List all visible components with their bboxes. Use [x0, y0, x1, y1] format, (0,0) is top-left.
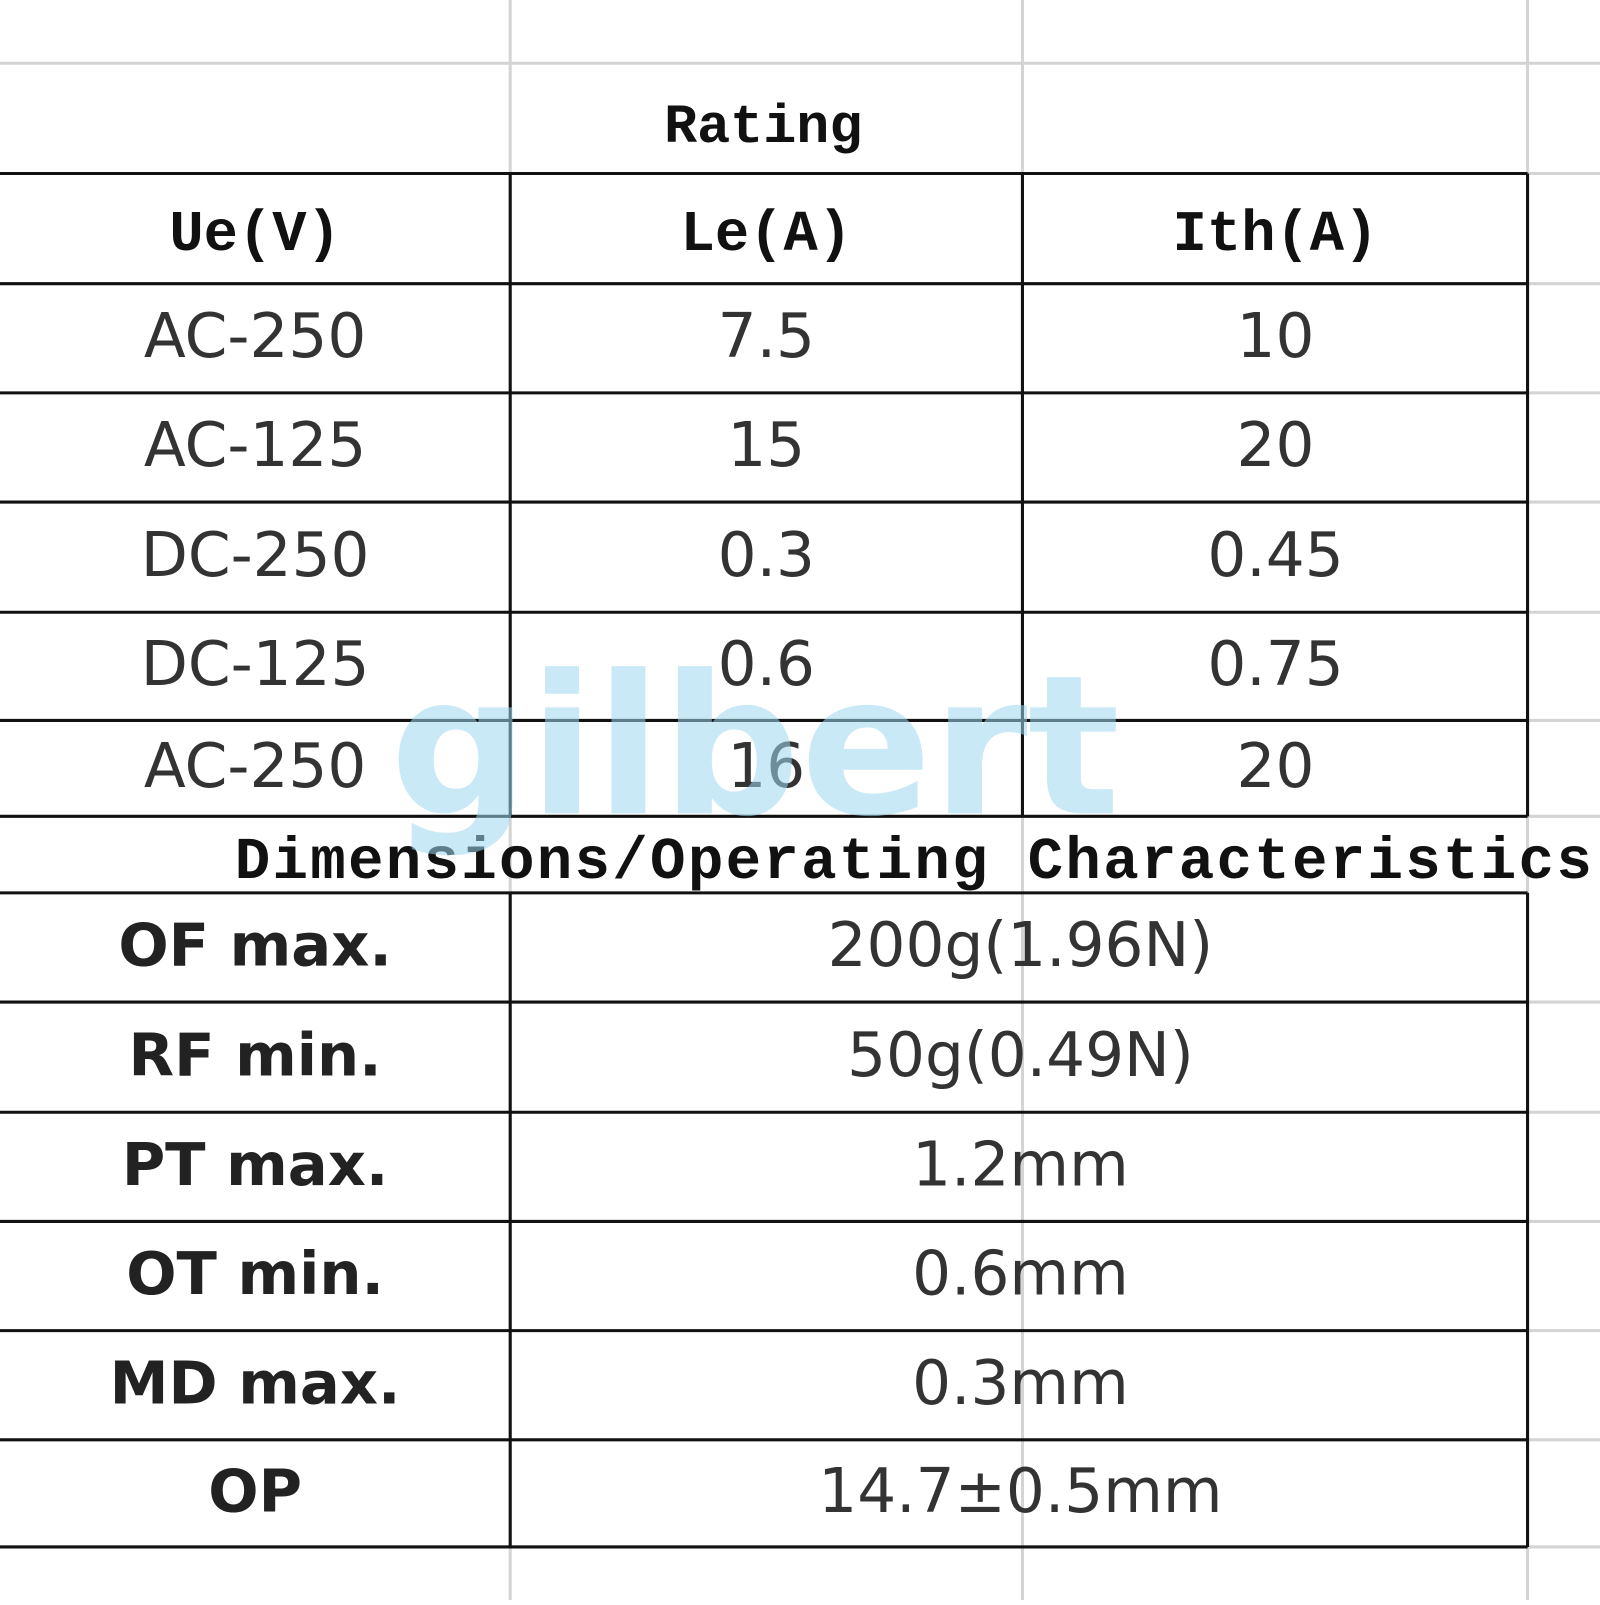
cell: 1.2mm: [912, 1129, 1129, 1200]
cell: 0.6mm: [912, 1239, 1129, 1310]
row-label: OP: [208, 1457, 302, 1526]
cell: 0.75: [1207, 629, 1343, 700]
cell: 20: [1237, 731, 1315, 802]
column-header: Ith(A): [1173, 203, 1379, 268]
cell: 50g(0.49N): [847, 1020, 1194, 1091]
cell: 200g(1.96N): [828, 910, 1214, 981]
row-label: RF min.: [129, 1020, 382, 1089]
cell: DC-125: [141, 629, 370, 700]
rating-title: Rating: [664, 96, 862, 159]
cell: 10: [1237, 301, 1315, 372]
cell: 20: [1237, 410, 1315, 481]
cell: DC-250: [141, 520, 370, 591]
column-header: Ue(V): [169, 203, 340, 268]
row-label: MD max.: [110, 1348, 401, 1417]
column-header: Le(A): [681, 203, 852, 268]
cell: 0.3: [718, 520, 815, 591]
row-label: PT max.: [122, 1130, 389, 1199]
cell: AC-250: [144, 301, 366, 372]
row-label: OF max.: [118, 911, 392, 980]
cell: 16: [727, 731, 805, 802]
watermark: gilbert: [390, 633, 1120, 859]
cell: AC-125: [144, 410, 366, 481]
cell: 0.45: [1207, 520, 1343, 591]
cell: 14.7±0.5mm: [818, 1456, 1222, 1527]
row-label: OT min.: [126, 1239, 384, 1308]
cell: 0.6: [718, 629, 815, 700]
cell: 0.3mm: [912, 1348, 1129, 1419]
cell: 15: [727, 410, 805, 481]
cell: 7.5: [718, 301, 815, 372]
cell: AC-250: [144, 731, 366, 802]
